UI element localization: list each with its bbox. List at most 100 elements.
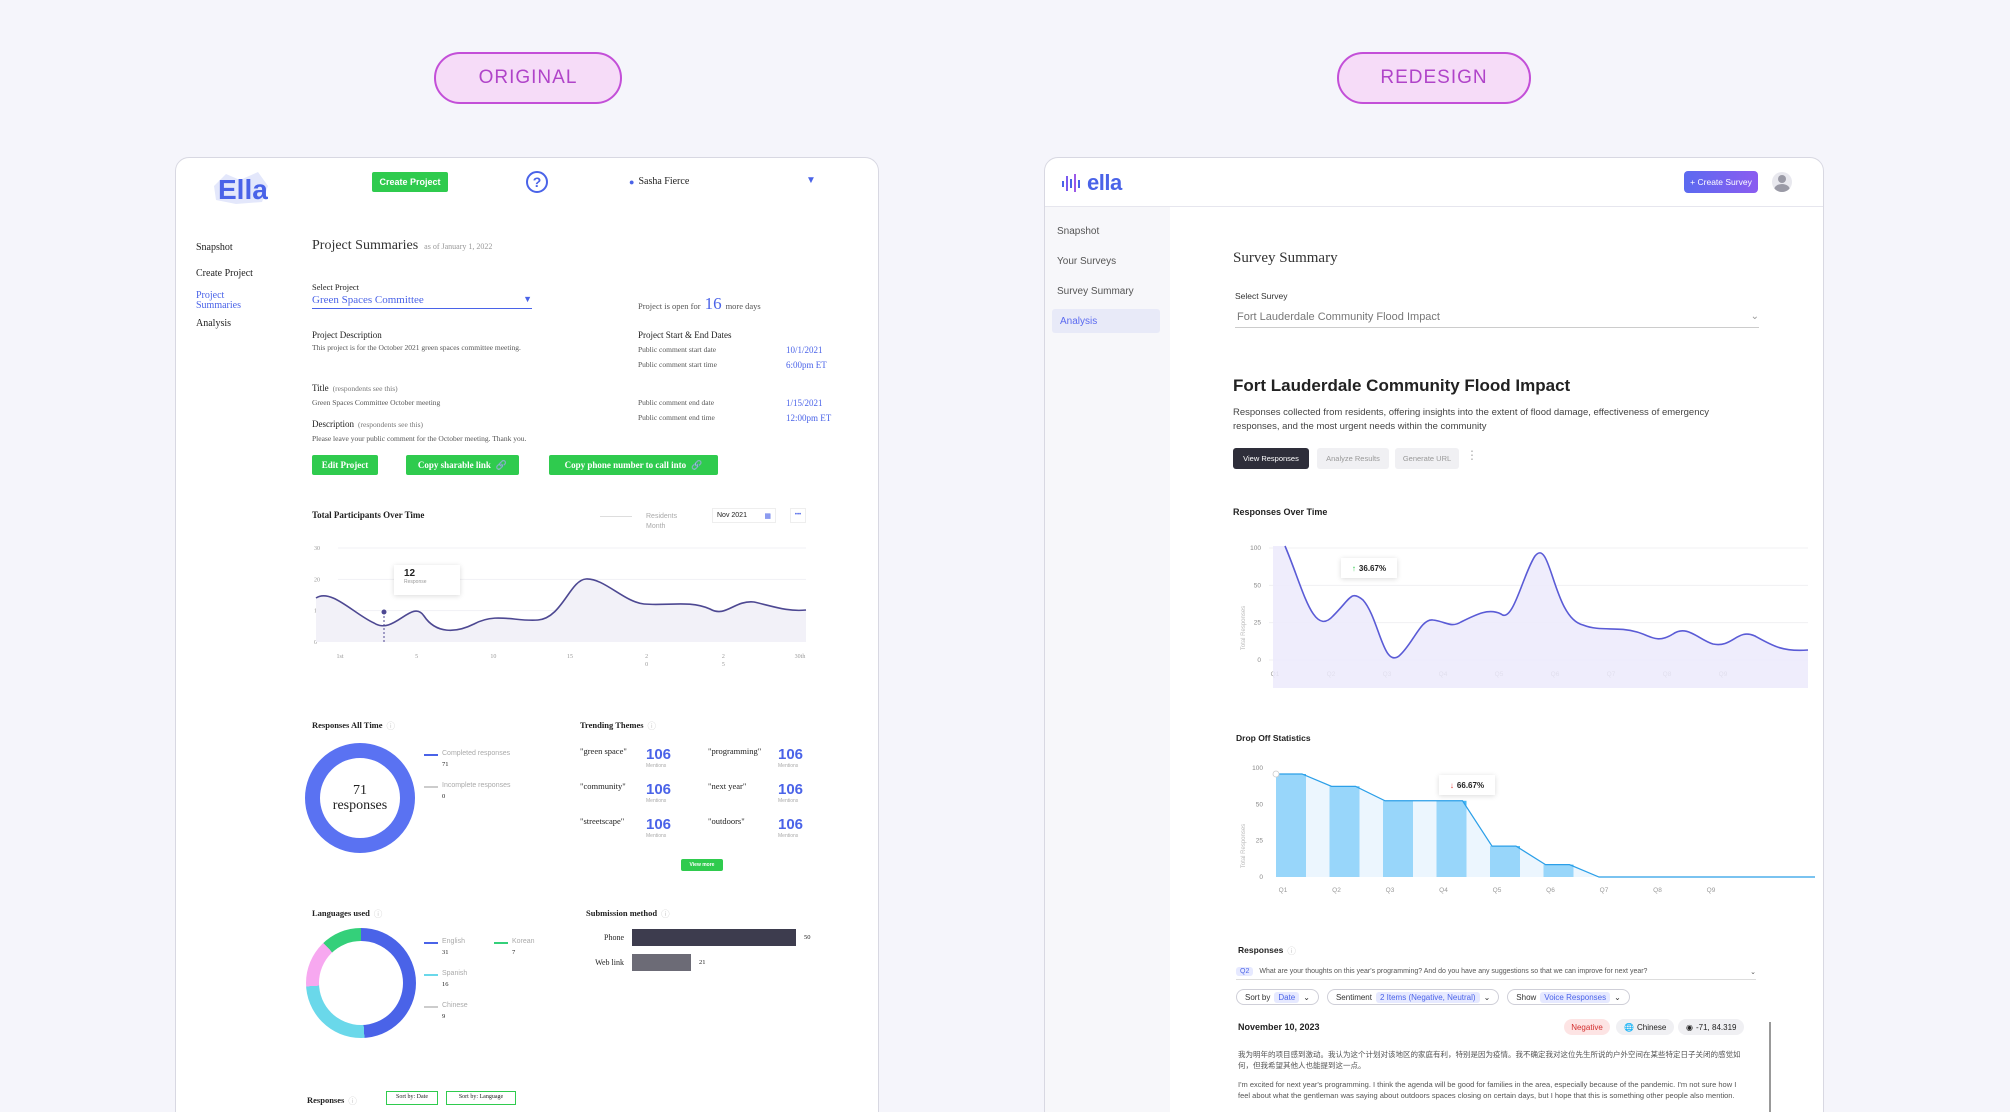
theme-item[interactable]: "programming" 106 Mentions — [708, 746, 804, 769]
tab-generate-url[interactable]: Generate URL — [1395, 448, 1459, 469]
y-tick-label: 100 — [1250, 545, 1261, 552]
tab-view-responses[interactable]: View Responses — [1233, 448, 1309, 469]
date-row: Public comment end date 1/15/2021 — [638, 398, 823, 408]
theme-item[interactable]: "outdoors" 106 Mentions — [708, 816, 804, 839]
responses-legend: Completed responses 71 Incomplete respons… — [424, 750, 510, 800]
responses-title: Responses ⓘ — [1238, 945, 1296, 956]
submission-title: Submission method ⓘ — [586, 908, 670, 919]
x-tick-label: Q3 — [1386, 887, 1395, 894]
sentiment-filter[interactable]: Sentiment 2 Items (Negative, Neutral) ⌄ — [1326, 989, 1500, 1005]
select-survey-label: Select Survey — [1235, 291, 1288, 301]
project-select-value: Green Spaces Committee — [312, 294, 424, 306]
link-icon: 🔗 — [691, 459, 703, 470]
nav-survey-summary[interactable]: Survey Summary — [1057, 285, 1134, 297]
waveform-logo-icon — [1062, 174, 1080, 192]
y-tick-label: 0 — [1259, 874, 1263, 881]
info-icon: ⓘ — [348, 1096, 357, 1106]
copy-link-button[interactable]: Copy sharable link 🔗 — [406, 455, 519, 475]
question-text: What are your thoughts on this year's pr… — [1259, 968, 1648, 975]
donut-number: 71 — [353, 783, 367, 798]
nav-your-surveys[interactable]: Your Surveys — [1057, 255, 1117, 267]
nav-create-project[interactable]: Create Project — [196, 268, 253, 279]
redesign-panel: ella + Create Survey Snapshot Your Surve… — [1044, 157, 1824, 1112]
nav-snapshot[interactable]: Snapshot — [196, 242, 233, 253]
legend-text: Residents Month — [646, 513, 678, 530]
more-options-button[interactable]: ••• — [790, 508, 806, 523]
drop-off-chart: Total Responses 100 50 25 0 Q1 Q2 Q3 Q4 Q5 Q6 Q7 Q8 Q… — [1241, 765, 1815, 894]
x-tick-label: 5 — [722, 662, 725, 668]
redesign-label: REDESIGN — [1337, 52, 1531, 104]
sort-date-button[interactable]: Sort by: Date — [386, 1091, 438, 1105]
y-tick-label: 0 — [314, 640, 317, 646]
question-tag: Q2 — [1236, 967, 1254, 976]
kebab-menu-icon[interactable]: ⋮ — [1466, 448, 1478, 462]
y-tick-label: 30 — [314, 546, 320, 552]
create-project-button[interactable]: Create Project — [372, 172, 448, 192]
date-row: Public comment start date 10/1/2021 — [638, 345, 823, 355]
theme-item[interactable]: "next year" 106 Mentions — [708, 781, 804, 804]
y-tick-label: 0 — [1257, 657, 1261, 664]
nav-snapshot[interactable]: Snapshot — [1057, 225, 1100, 237]
theme-item[interactable]: "green space" 106 Mentions — [580, 746, 672, 769]
x-tick-label: Q7 — [1600, 887, 1609, 894]
logo-splash-icon — [214, 172, 268, 204]
participants-area — [316, 578, 806, 642]
header-divider — [1045, 206, 1823, 207]
help-icon[interactable]: ? — [526, 171, 548, 193]
response-text-en: I'm excited for next year's programming.… — [1238, 1080, 1737, 1100]
date-filter[interactable]: Nov 2021 ▦ — [712, 508, 776, 523]
info-icon: ⓘ — [647, 721, 657, 731]
survey-select[interactable]: Fort Lauderdale Community Flood Impact ⌄ — [1235, 306, 1759, 328]
chevron-down-icon: ⌄ — [1750, 311, 1759, 322]
user-menu[interactable]: ● Sasha Fierce — [629, 176, 689, 187]
copy-phone-button[interactable]: Copy phone number to call into 🔗 — [549, 455, 718, 475]
edit-project-button[interactable]: Edit Project — [312, 455, 378, 475]
y-axis-label: Total Responses — [1241, 606, 1247, 650]
ella-logo[interactable]: Ella — [206, 168, 276, 208]
logo-text: ella — [1087, 170, 1122, 195]
arrow-up-icon: ↑ — [1351, 563, 1356, 573]
tab-analyze-results[interactable]: Analyze Results — [1317, 448, 1389, 469]
question-select[interactable]: Q2 What are your thoughts on this year's… — [1236, 964, 1756, 980]
project-select[interactable]: Green Spaces Committee ▼ — [312, 294, 532, 309]
location-badge: ◉ -71, 84.319 — [1678, 1019, 1745, 1035]
info-icon: ⓘ — [373, 909, 383, 919]
ella-logo[interactable]: ella — [1061, 170, 1122, 196]
rot-title: Responses Over Time — [1233, 507, 1328, 517]
show-filter[interactable]: Show Voice Responses ⌄ — [1507, 989, 1630, 1005]
sort-language-button[interactable]: Sort by: Language — [446, 1091, 516, 1105]
avatar[interactable] — [1772, 172, 1792, 192]
nav-project-summaries[interactable]: Project Summaries — [196, 290, 241, 311]
x-tick-label: Q9 — [1707, 887, 1716, 894]
drop-marker — [1272, 770, 1280, 778]
drop-area — [1276, 774, 1815, 877]
survey-description: Responses collected from residents, offe… — [1233, 407, 1709, 432]
x-tick-label: 5 — [415, 654, 418, 660]
chevron-down-icon[interactable]: ▼ — [806, 175, 816, 186]
drop-badge: ↓ 66.67% — [1439, 775, 1495, 795]
response-filters: Sort by Date ⌄ Sentiment 2 Items (Negative,… — [1236, 989, 1630, 1005]
theme-item[interactable]: "community" 106 Mentions — [580, 781, 672, 804]
create-survey-button[interactable]: + Create Survey — [1684, 171, 1758, 193]
survey-select-value: Fort Lauderdale Community Flood Impact — [1237, 310, 1440, 323]
description-value: Please leave your public comment for the… — [312, 434, 527, 443]
nav-analysis[interactable]: Analysis — [196, 318, 231, 329]
theme-item[interactable]: "streetscape" 106 Mentions — [580, 816, 672, 839]
calendar-icon: ▦ — [764, 512, 771, 520]
participants-line — [315, 578, 807, 631]
project-description-label: Project Description — [312, 330, 382, 340]
responses-donut: 71 responses — [305, 743, 415, 853]
languages-title: Languages used ⓘ — [312, 908, 383, 919]
sort-filter[interactable]: Sort by Date ⌄ — [1236, 989, 1319, 1005]
arrow-down-icon: ↓ — [1449, 780, 1454, 790]
info-icon: ⓘ — [1287, 946, 1296, 956]
x-tick-label: Q2 — [1332, 887, 1341, 894]
language-badge: 🌐 Chinese — [1616, 1019, 1675, 1035]
submission-row: Web link 21 — [586, 954, 836, 971]
view-more-button[interactable]: View more — [681, 859, 723, 871]
scrollbar[interactable] — [1769, 1022, 1771, 1112]
nav-analysis[interactable]: Analysis — [1052, 309, 1160, 333]
languages-donut — [306, 928, 416, 1038]
donut-label: responses — [332, 798, 388, 813]
original-label: ORIGINAL — [434, 52, 622, 104]
